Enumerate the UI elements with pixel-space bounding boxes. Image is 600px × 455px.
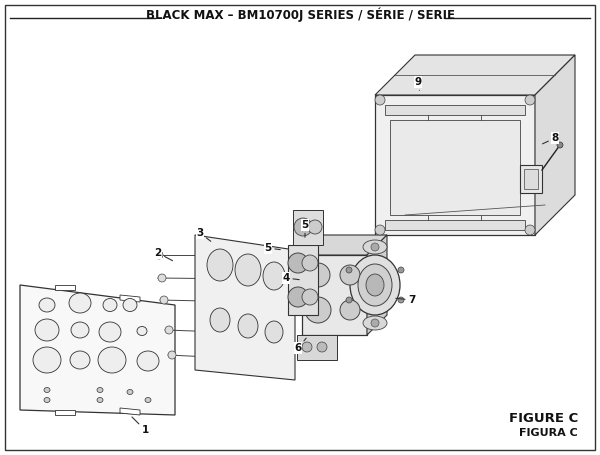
Ellipse shape (97, 388, 103, 393)
Ellipse shape (127, 389, 133, 394)
Circle shape (340, 265, 360, 285)
Circle shape (155, 251, 163, 259)
Circle shape (168, 351, 176, 359)
Text: 5: 5 (301, 220, 308, 237)
Ellipse shape (358, 264, 392, 306)
Ellipse shape (39, 298, 55, 312)
Circle shape (302, 342, 312, 352)
Ellipse shape (44, 398, 50, 403)
Circle shape (302, 289, 318, 305)
Ellipse shape (263, 262, 285, 290)
Text: BLACK MAX – BM10700J SERIES / SÉRIE / SERIE: BLACK MAX – BM10700J SERIES / SÉRIE / SE… (146, 8, 455, 22)
Ellipse shape (145, 398, 151, 403)
Polygon shape (524, 169, 538, 189)
Circle shape (525, 95, 535, 105)
Text: 5: 5 (265, 243, 280, 253)
Ellipse shape (366, 274, 384, 296)
Text: 8: 8 (542, 133, 559, 144)
Circle shape (346, 267, 352, 273)
Circle shape (288, 253, 308, 273)
Circle shape (308, 220, 322, 234)
Ellipse shape (207, 249, 233, 281)
Ellipse shape (137, 327, 147, 335)
Circle shape (158, 274, 166, 282)
Circle shape (557, 142, 563, 148)
Ellipse shape (35, 319, 59, 341)
Ellipse shape (44, 388, 50, 393)
Polygon shape (293, 210, 323, 245)
Ellipse shape (71, 322, 89, 338)
Polygon shape (120, 295, 140, 302)
Circle shape (340, 300, 360, 320)
Text: FIGURA C: FIGURA C (519, 428, 578, 438)
Polygon shape (20, 285, 175, 415)
Ellipse shape (137, 351, 159, 371)
Polygon shape (367, 235, 387, 335)
Circle shape (288, 287, 308, 307)
Ellipse shape (235, 254, 261, 286)
Ellipse shape (70, 351, 90, 369)
Ellipse shape (99, 322, 121, 342)
Ellipse shape (238, 314, 258, 338)
Ellipse shape (210, 308, 230, 332)
Ellipse shape (69, 293, 91, 313)
Circle shape (375, 95, 385, 105)
Circle shape (398, 267, 404, 273)
Text: 1: 1 (132, 417, 149, 435)
Circle shape (371, 243, 379, 251)
Ellipse shape (350, 255, 400, 315)
Text: 6: 6 (295, 338, 306, 353)
Circle shape (398, 297, 404, 303)
Polygon shape (375, 95, 535, 235)
Ellipse shape (363, 240, 387, 254)
Polygon shape (195, 235, 295, 380)
Circle shape (305, 297, 331, 323)
Ellipse shape (97, 398, 103, 403)
Circle shape (165, 326, 173, 334)
Ellipse shape (33, 347, 61, 373)
Ellipse shape (98, 347, 126, 373)
Ellipse shape (363, 316, 387, 330)
Polygon shape (302, 255, 367, 335)
Polygon shape (302, 235, 387, 255)
Ellipse shape (265, 321, 283, 343)
Polygon shape (390, 120, 520, 215)
Polygon shape (55, 285, 75, 290)
Text: 2: 2 (154, 248, 173, 261)
Polygon shape (297, 335, 337, 360)
Polygon shape (288, 245, 318, 315)
Circle shape (375, 225, 385, 235)
Polygon shape (385, 220, 525, 230)
Text: FIGURE C: FIGURE C (509, 411, 578, 425)
Polygon shape (55, 410, 75, 415)
Text: 9: 9 (415, 77, 422, 90)
Polygon shape (120, 408, 140, 415)
Ellipse shape (123, 298, 137, 312)
Text: 4: 4 (283, 273, 299, 283)
Circle shape (294, 218, 312, 236)
Text: 3: 3 (196, 228, 211, 241)
Circle shape (525, 225, 535, 235)
Polygon shape (520, 165, 542, 193)
Circle shape (302, 255, 318, 271)
Circle shape (371, 319, 379, 327)
Circle shape (317, 342, 327, 352)
Polygon shape (385, 105, 525, 115)
Circle shape (346, 297, 352, 303)
Text: 7: 7 (396, 295, 416, 305)
Polygon shape (535, 55, 575, 235)
Polygon shape (375, 55, 575, 95)
Circle shape (160, 296, 168, 304)
Circle shape (306, 263, 330, 287)
Ellipse shape (103, 298, 117, 312)
